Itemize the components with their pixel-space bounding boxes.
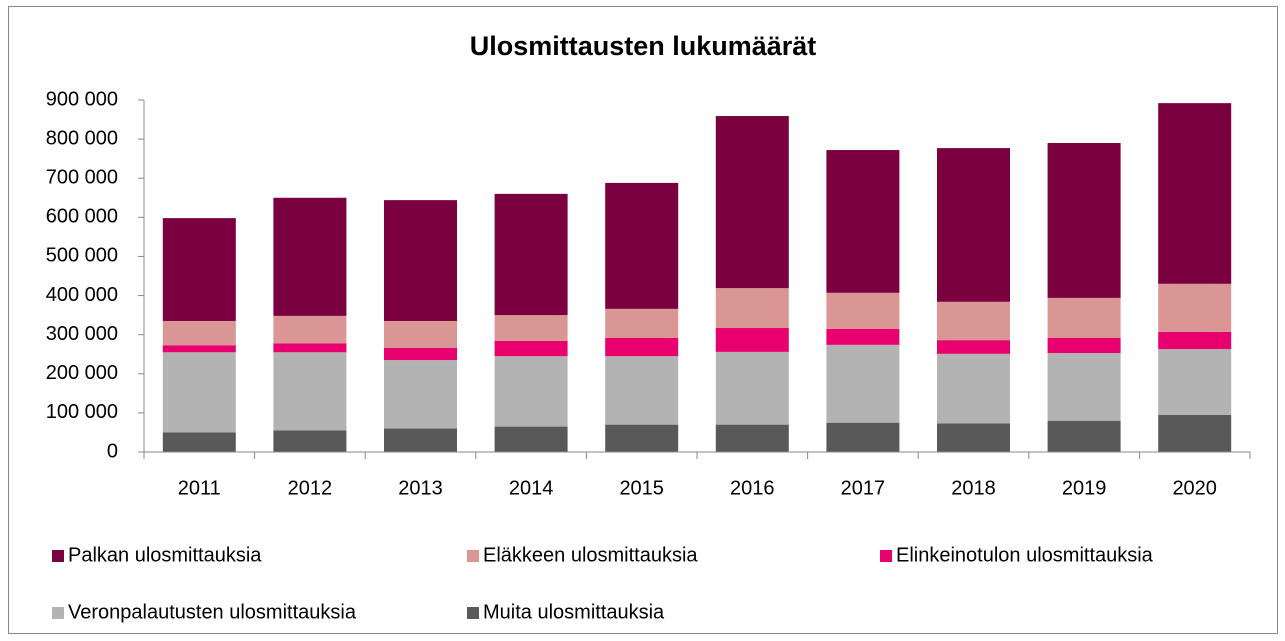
bar-segment	[162, 345, 236, 353]
bar-segment	[937, 340, 1010, 354]
bar-segment	[273, 352, 347, 431]
bar-segment	[605, 308, 679, 338]
chart-title: Ulosmittausten lukumäärät	[470, 31, 817, 61]
bar-segment	[605, 182, 679, 309]
bar-segment	[1158, 283, 1232, 332]
x-tick-label: 2012	[288, 477, 333, 499]
y-tick-label: 900 000	[46, 88, 118, 110]
x-tick-label: 2019	[1062, 477, 1107, 499]
bar-segment	[273, 430, 347, 452]
bar-segment	[273, 197, 347, 316]
bar-segment	[826, 344, 900, 423]
bar-segment	[715, 328, 789, 352]
legend-swatch	[880, 550, 892, 562]
bar-segment	[162, 352, 236, 433]
bar-segment	[273, 343, 347, 353]
bar-segment	[384, 320, 457, 348]
bar-segment	[1047, 420, 1121, 452]
bar-segment	[1158, 331, 1232, 350]
x-tick-label: 2013	[398, 477, 443, 499]
bar-segment	[494, 426, 568, 452]
y-tick-label: 500 000	[46, 245, 118, 267]
legend-label: Elinkeinotulon ulosmittauksia	[896, 544, 1154, 566]
bar-segment	[937, 423, 1010, 452]
bar-segment	[826, 150, 900, 293]
legend-label: Eläkkeen ulosmittauksia	[483, 544, 698, 566]
bar-segment	[937, 353, 1010, 424]
bar-segment	[494, 340, 568, 357]
bar-segment	[937, 148, 1010, 302]
bar-segment	[715, 424, 789, 452]
bar-segment	[494, 356, 568, 427]
y-tick-label: 200 000	[46, 362, 118, 384]
y-tick-label: 400 000	[46, 284, 118, 306]
bar-segment	[384, 200, 457, 321]
x-tick-label: 2018	[951, 477, 996, 499]
bar-segment	[1047, 143, 1121, 298]
bar-segment	[1047, 353, 1121, 421]
bar-segment	[605, 424, 679, 452]
bar-segment	[1047, 297, 1121, 338]
y-tick-label: 700 000	[46, 167, 118, 189]
bar-segment	[384, 360, 457, 429]
bar-segment	[162, 432, 236, 452]
y-tick-label: 600 000	[46, 206, 118, 228]
legend-label: Muita ulosmittauksia	[483, 601, 665, 623]
legend-label: Veronpalautusten ulosmittauksia	[68, 601, 357, 623]
y-tick-label: 0	[107, 440, 118, 462]
legend-swatch	[52, 607, 64, 619]
bar-segment	[1158, 349, 1232, 415]
bar-segment	[937, 301, 1010, 341]
bar-segment	[384, 347, 457, 361]
bar-segment	[162, 218, 236, 321]
bar-segment	[715, 351, 789, 425]
bar-segment	[605, 337, 679, 357]
bar-segment	[273, 315, 347, 344]
x-tick-label: 2014	[509, 477, 554, 499]
bar-segment	[605, 356, 679, 425]
bar-segment	[826, 292, 900, 329]
y-tick-label: 300 000	[46, 323, 118, 345]
bar-segment	[384, 428, 457, 452]
bar-segment	[1047, 337, 1121, 354]
bar-segment	[1158, 103, 1232, 284]
bar-segment	[826, 422, 900, 452]
y-tick-label: 800 000	[46, 127, 118, 149]
legend-swatch	[52, 550, 64, 562]
bar-segment	[494, 315, 568, 341]
bar-segment	[162, 320, 236, 346]
bar-segment	[826, 328, 900, 345]
y-tick-label: 100 000	[46, 401, 118, 423]
bar-segment	[1158, 414, 1232, 452]
bar-segment	[715, 288, 789, 329]
x-tick-label: 2020	[1172, 477, 1217, 499]
x-tick-label: 2017	[841, 477, 886, 499]
x-tick-label: 2011	[178, 477, 221, 499]
bar-segment	[715, 116, 789, 289]
x-tick-label: 2015	[619, 477, 664, 499]
legend-label: Palkan ulosmittauksia	[68, 544, 262, 566]
bar-segment	[494, 193, 568, 316]
legend-swatch	[467, 550, 479, 562]
legend-swatch	[467, 607, 479, 619]
x-tick-label: 2016	[730, 477, 775, 499]
